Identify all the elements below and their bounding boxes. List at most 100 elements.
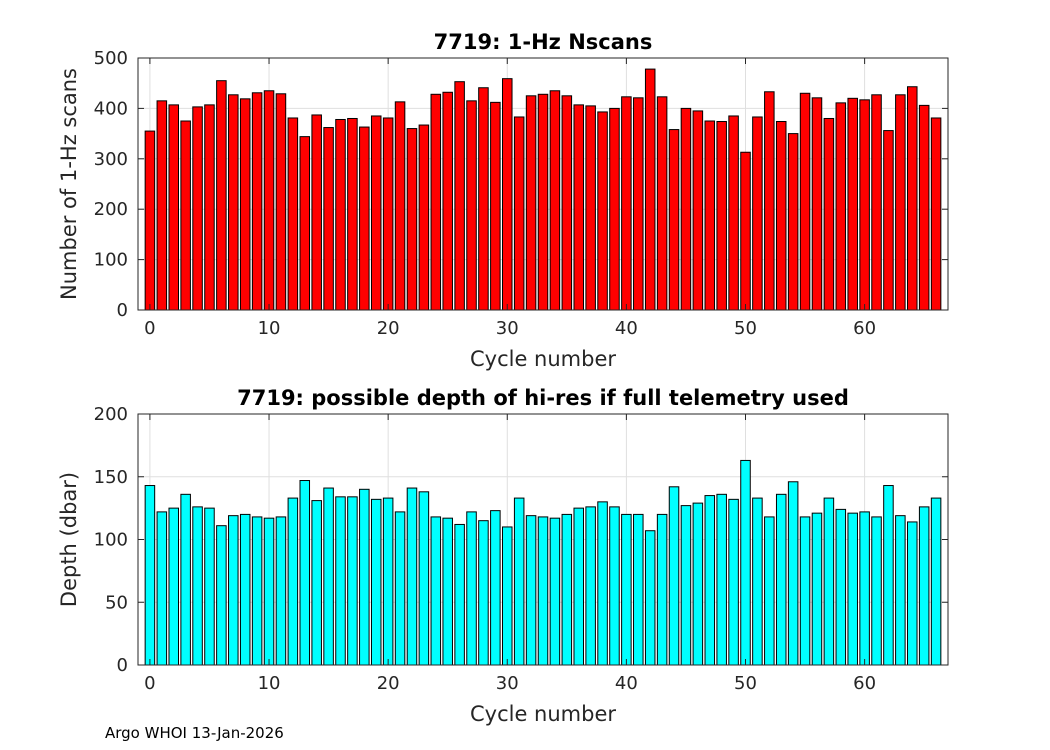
bar	[930, 497, 942, 666]
bar	[430, 93, 442, 311]
x-tick-label: 30	[496, 673, 519, 694]
bar	[394, 511, 406, 666]
bar	[537, 93, 549, 311]
x-tick-label: 30	[496, 318, 519, 339]
bar	[644, 68, 656, 311]
bar	[466, 100, 477, 311]
bar	[216, 525, 227, 666]
x-tick-label: 20	[377, 318, 400, 339]
bar	[251, 516, 263, 666]
bar	[644, 530, 656, 666]
bar	[680, 107, 692, 311]
bar	[656, 513, 668, 666]
bar	[704, 120, 716, 311]
bar	[359, 488, 370, 666]
bar	[859, 99, 870, 311]
bar	[609, 506, 620, 666]
axes-box	[137, 57, 949, 311]
bar	[525, 515, 537, 666]
bar	[633, 97, 644, 311]
bar	[871, 516, 882, 666]
bar	[299, 480, 311, 666]
bar	[144, 130, 156, 311]
bar	[370, 498, 382, 666]
bar	[382, 117, 394, 311]
bar	[454, 523, 465, 666]
bar	[454, 81, 465, 311]
x-tick-label: 60	[853, 318, 876, 339]
bar	[847, 97, 858, 311]
y-tick-label: 0	[117, 655, 128, 676]
chart-panel-1: 0 10 20 30 40 50 60 0 100 200 300 400 500 7719: 1-Hz …	[57, 30, 949, 371]
bar	[192, 506, 203, 666]
y-tick-label: 50	[105, 592, 128, 613]
bar	[597, 501, 608, 666]
chart-title: 7719: possible depth of hi-res if full t…	[237, 386, 849, 410]
y-tick-label: 0	[117, 300, 128, 321]
bar	[823, 497, 835, 666]
bar	[263, 90, 275, 311]
bar	[359, 126, 370, 311]
bar	[918, 104, 930, 311]
bar	[668, 486, 680, 666]
bar	[537, 516, 549, 666]
bar	[549, 517, 561, 666]
bar	[918, 506, 930, 666]
bar	[418, 124, 430, 311]
bar	[335, 118, 346, 311]
bar	[478, 520, 489, 666]
bar	[692, 502, 704, 666]
x-tick-label: 10	[258, 318, 281, 339]
bar	[180, 120, 191, 311]
bar	[204, 507, 215, 666]
bar	[728, 498, 739, 666]
bar	[561, 95, 573, 311]
y-tick-label: 400	[94, 98, 128, 119]
bar	[180, 493, 191, 666]
bar	[752, 497, 763, 666]
y-tick-label: 300	[94, 149, 128, 170]
y-tick-label: 200	[94, 199, 128, 220]
bar	[478, 87, 489, 311]
bar	[335, 496, 346, 666]
bar	[668, 129, 680, 311]
bar	[799, 92, 811, 311]
bar	[406, 487, 418, 666]
bar	[811, 97, 823, 311]
bar	[930, 117, 942, 311]
bar	[204, 104, 215, 311]
y-tick-label: 100	[94, 530, 128, 551]
x-tick-label: 0	[144, 318, 155, 339]
bar	[502, 526, 513, 666]
bar	[275, 93, 287, 311]
x-tick-label: 20	[377, 673, 400, 694]
x-tick-label: 10	[258, 673, 281, 694]
bar	[728, 115, 739, 311]
bar	[621, 513, 632, 666]
bar	[228, 515, 239, 666]
x-tick-label: 50	[734, 673, 757, 694]
bar	[228, 94, 239, 311]
bar	[430, 516, 442, 666]
bar	[525, 95, 537, 311]
bar	[835, 102, 847, 311]
bar	[406, 128, 418, 311]
bar	[168, 104, 179, 311]
y-tick-label: 500	[94, 48, 128, 69]
bar	[764, 516, 775, 666]
bar	[859, 511, 870, 666]
y-tick-label: 100	[94, 250, 128, 271]
bar	[263, 517, 275, 666]
bar	[871, 94, 882, 311]
bar	[907, 521, 918, 666]
bar	[394, 101, 406, 311]
chart-title: 7719: 1-Hz Nscans	[434, 30, 653, 54]
bar	[513, 497, 525, 666]
bar	[799, 516, 811, 666]
bar	[656, 96, 668, 311]
bar	[585, 506, 596, 666]
bar	[156, 511, 168, 666]
x-tick-label: 40	[615, 318, 638, 339]
bar	[192, 106, 203, 311]
